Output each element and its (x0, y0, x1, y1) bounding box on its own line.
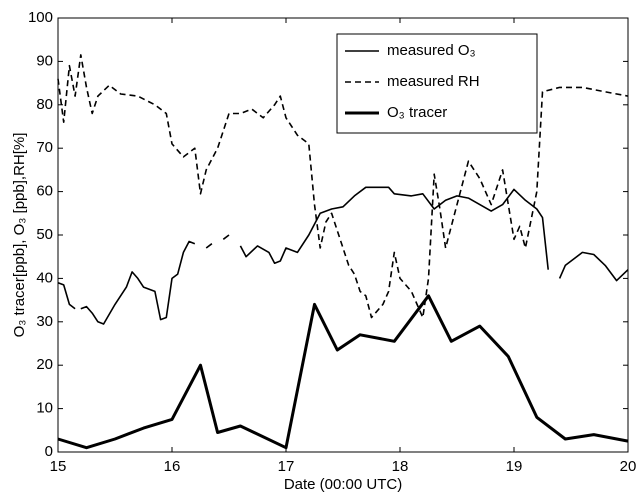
y-tick-label: 30 (36, 313, 53, 330)
plot-frame (57, 17, 629, 453)
data-line (57, 294, 629, 450)
y-tick-label: 100 (28, 9, 53, 26)
x-tick-label: 17 (278, 458, 295, 475)
y-tick-label: 50 (36, 226, 53, 243)
data-line (57, 186, 629, 325)
data-line (57, 54, 629, 319)
x-tick-label: 19 (506, 458, 523, 475)
y-tick-label: 20 (36, 356, 53, 373)
legend-label: measured O₃ (387, 42, 476, 59)
y-tick-label: 10 (36, 400, 53, 417)
y-tick-label: 70 (36, 139, 53, 156)
y-axis-label: O₃ tracer[ppb], O₃ [ppb],RH[%] (11, 133, 28, 338)
x-tick-label: 18 (392, 458, 409, 475)
x-tick-label: 16 (164, 458, 181, 475)
x-axis-label: Date (00:00 UTC) (284, 476, 402, 493)
y-tick-label: 80 (36, 96, 53, 113)
legend-label: measured RH (387, 73, 480, 90)
legend-label: O₃ tracer (387, 104, 447, 121)
x-tick-label: 15 (50, 458, 67, 475)
y-tick-label: 0 (45, 443, 53, 460)
y-tick-label: 60 (36, 183, 53, 200)
y-tick-label: 40 (36, 269, 53, 286)
x-tick-label: 20 (620, 458, 637, 475)
y-tick-label: 90 (36, 52, 53, 69)
